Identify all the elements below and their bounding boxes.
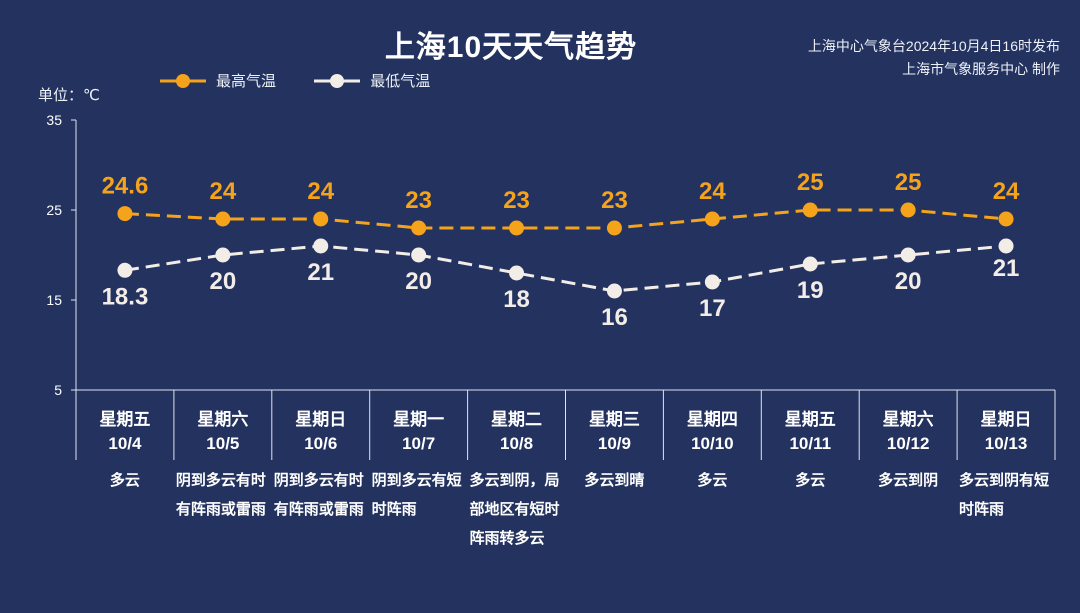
legend: 最高气温 最低气温: [160, 70, 464, 95]
day-date: 10/6: [304, 434, 338, 453]
point-low: [313, 238, 329, 254]
day-weekday: 星期二: [491, 410, 543, 429]
data-label-high: 24.6: [102, 173, 149, 200]
day-date: 10/4: [108, 434, 142, 453]
day-date: 10/10: [691, 434, 734, 453]
point-high: [606, 220, 622, 236]
data-label-high: 24: [699, 178, 726, 205]
data-label-high: 25: [895, 169, 922, 196]
legend-high-marker-icon: [160, 73, 206, 88]
day-date: 10/5: [206, 434, 240, 453]
legend-high-label: 最高气温: [216, 73, 277, 90]
day-date: 10/7: [402, 434, 436, 453]
data-label-low: 20: [895, 268, 922, 295]
day-weekday: 星期日: [980, 410, 1032, 429]
data-label-low: 20: [405, 268, 432, 295]
series-line-low: [124, 244, 1007, 293]
y-tick-label: 15: [46, 292, 62, 308]
point-high: [802, 202, 818, 218]
point-high: [411, 220, 427, 236]
day-weekday: 星期三: [588, 410, 640, 429]
day-weekday: 星期四: [686, 410, 738, 429]
point-low: [704, 274, 720, 290]
point-high: [117, 206, 133, 222]
y-axis-unit-label: 单位：℃: [38, 87, 100, 104]
data-label-high: 25: [797, 169, 824, 196]
y-tick-label: 5: [54, 382, 62, 398]
day-weather: 多云到阴: [878, 472, 939, 489]
producer: 上海市气象服务中心 制作: [902, 61, 1060, 77]
point-low: [998, 238, 1014, 254]
chart-title: 上海10天天气趋势: [384, 31, 638, 64]
day-weather: 多云: [109, 472, 140, 489]
day-weekday: 星期六: [882, 410, 934, 429]
data-label-low: 18.3: [102, 283, 149, 310]
day-weather: 多云到晴: [584, 472, 645, 489]
data-label-high: 23: [601, 187, 628, 214]
point-low: [900, 247, 916, 263]
series-line-high: [124, 208, 1007, 230]
legend-item-low: 最低气温: [314, 70, 430, 91]
day-date: 10/11: [789, 434, 832, 453]
point-low: [509, 265, 525, 281]
data-label-low: 20: [209, 268, 236, 295]
day-weekday: 星期日: [295, 410, 347, 429]
data-label-low: 19: [797, 277, 824, 304]
point-high: [900, 202, 916, 218]
day-weather: 阴到多云有短时阵雨: [371, 472, 462, 518]
point-high: [313, 211, 329, 227]
point-high: [509, 220, 525, 236]
point-low: [606, 283, 622, 299]
day-date: 10/9: [597, 434, 631, 453]
point-low: [411, 247, 427, 263]
day-weekday: 星期五: [99, 410, 151, 429]
y-tick-label: 25: [46, 202, 62, 218]
data-label-high: 23: [405, 187, 432, 214]
data-label-low: 18: [503, 286, 530, 313]
issue-time: 上海中心气象台2024年10月4日16时发布: [807, 38, 1060, 54]
data-label-low: 21: [307, 259, 334, 286]
point-high: [215, 211, 231, 227]
legend-low-label: 最低气温: [370, 73, 431, 90]
day-date: 10/8: [500, 434, 534, 453]
legend-item-high: 最高气温: [160, 70, 276, 91]
day-date: 10/12: [886, 434, 930, 453]
data-label-low: 16: [601, 304, 628, 331]
point-low: [802, 256, 818, 272]
day-weather: 阴到多云有时有阵雨或雷雨: [175, 472, 266, 518]
day-weekday: 星期六: [197, 410, 249, 429]
data-label-high: 24: [209, 178, 236, 205]
data-label-high: 24: [993, 178, 1020, 205]
data-label-high: 23: [503, 187, 530, 214]
issuer-info: 上海中心气象台2024年10月4日16时发布 上海市气象服务中心 制作: [808, 35, 1060, 81]
data-label-high: 24: [307, 178, 334, 205]
day-weather: 多云到阴，局部地区有短时阵雨转多云: [469, 472, 560, 547]
point-high: [998, 211, 1014, 227]
data-label-low: 21: [993, 255, 1020, 282]
legend-low-marker-icon: [314, 73, 361, 88]
data-label-low: 17: [699, 295, 726, 322]
point-low: [117, 262, 133, 278]
day-weather: 多云到阴有短时阵雨: [959, 472, 1050, 518]
point-low: [215, 247, 231, 263]
day-weekday: 星期五: [784, 410, 836, 429]
y-tick-label: 35: [46, 112, 62, 128]
day-date: 10/13: [984, 434, 1028, 453]
day-weather: 多云: [795, 472, 826, 489]
day-weather: 阴到多云有时有阵雨或雷雨: [273, 472, 364, 518]
day-weekday: 星期一: [393, 410, 445, 429]
point-high: [704, 211, 720, 227]
day-weather: 多云: [697, 472, 728, 489]
